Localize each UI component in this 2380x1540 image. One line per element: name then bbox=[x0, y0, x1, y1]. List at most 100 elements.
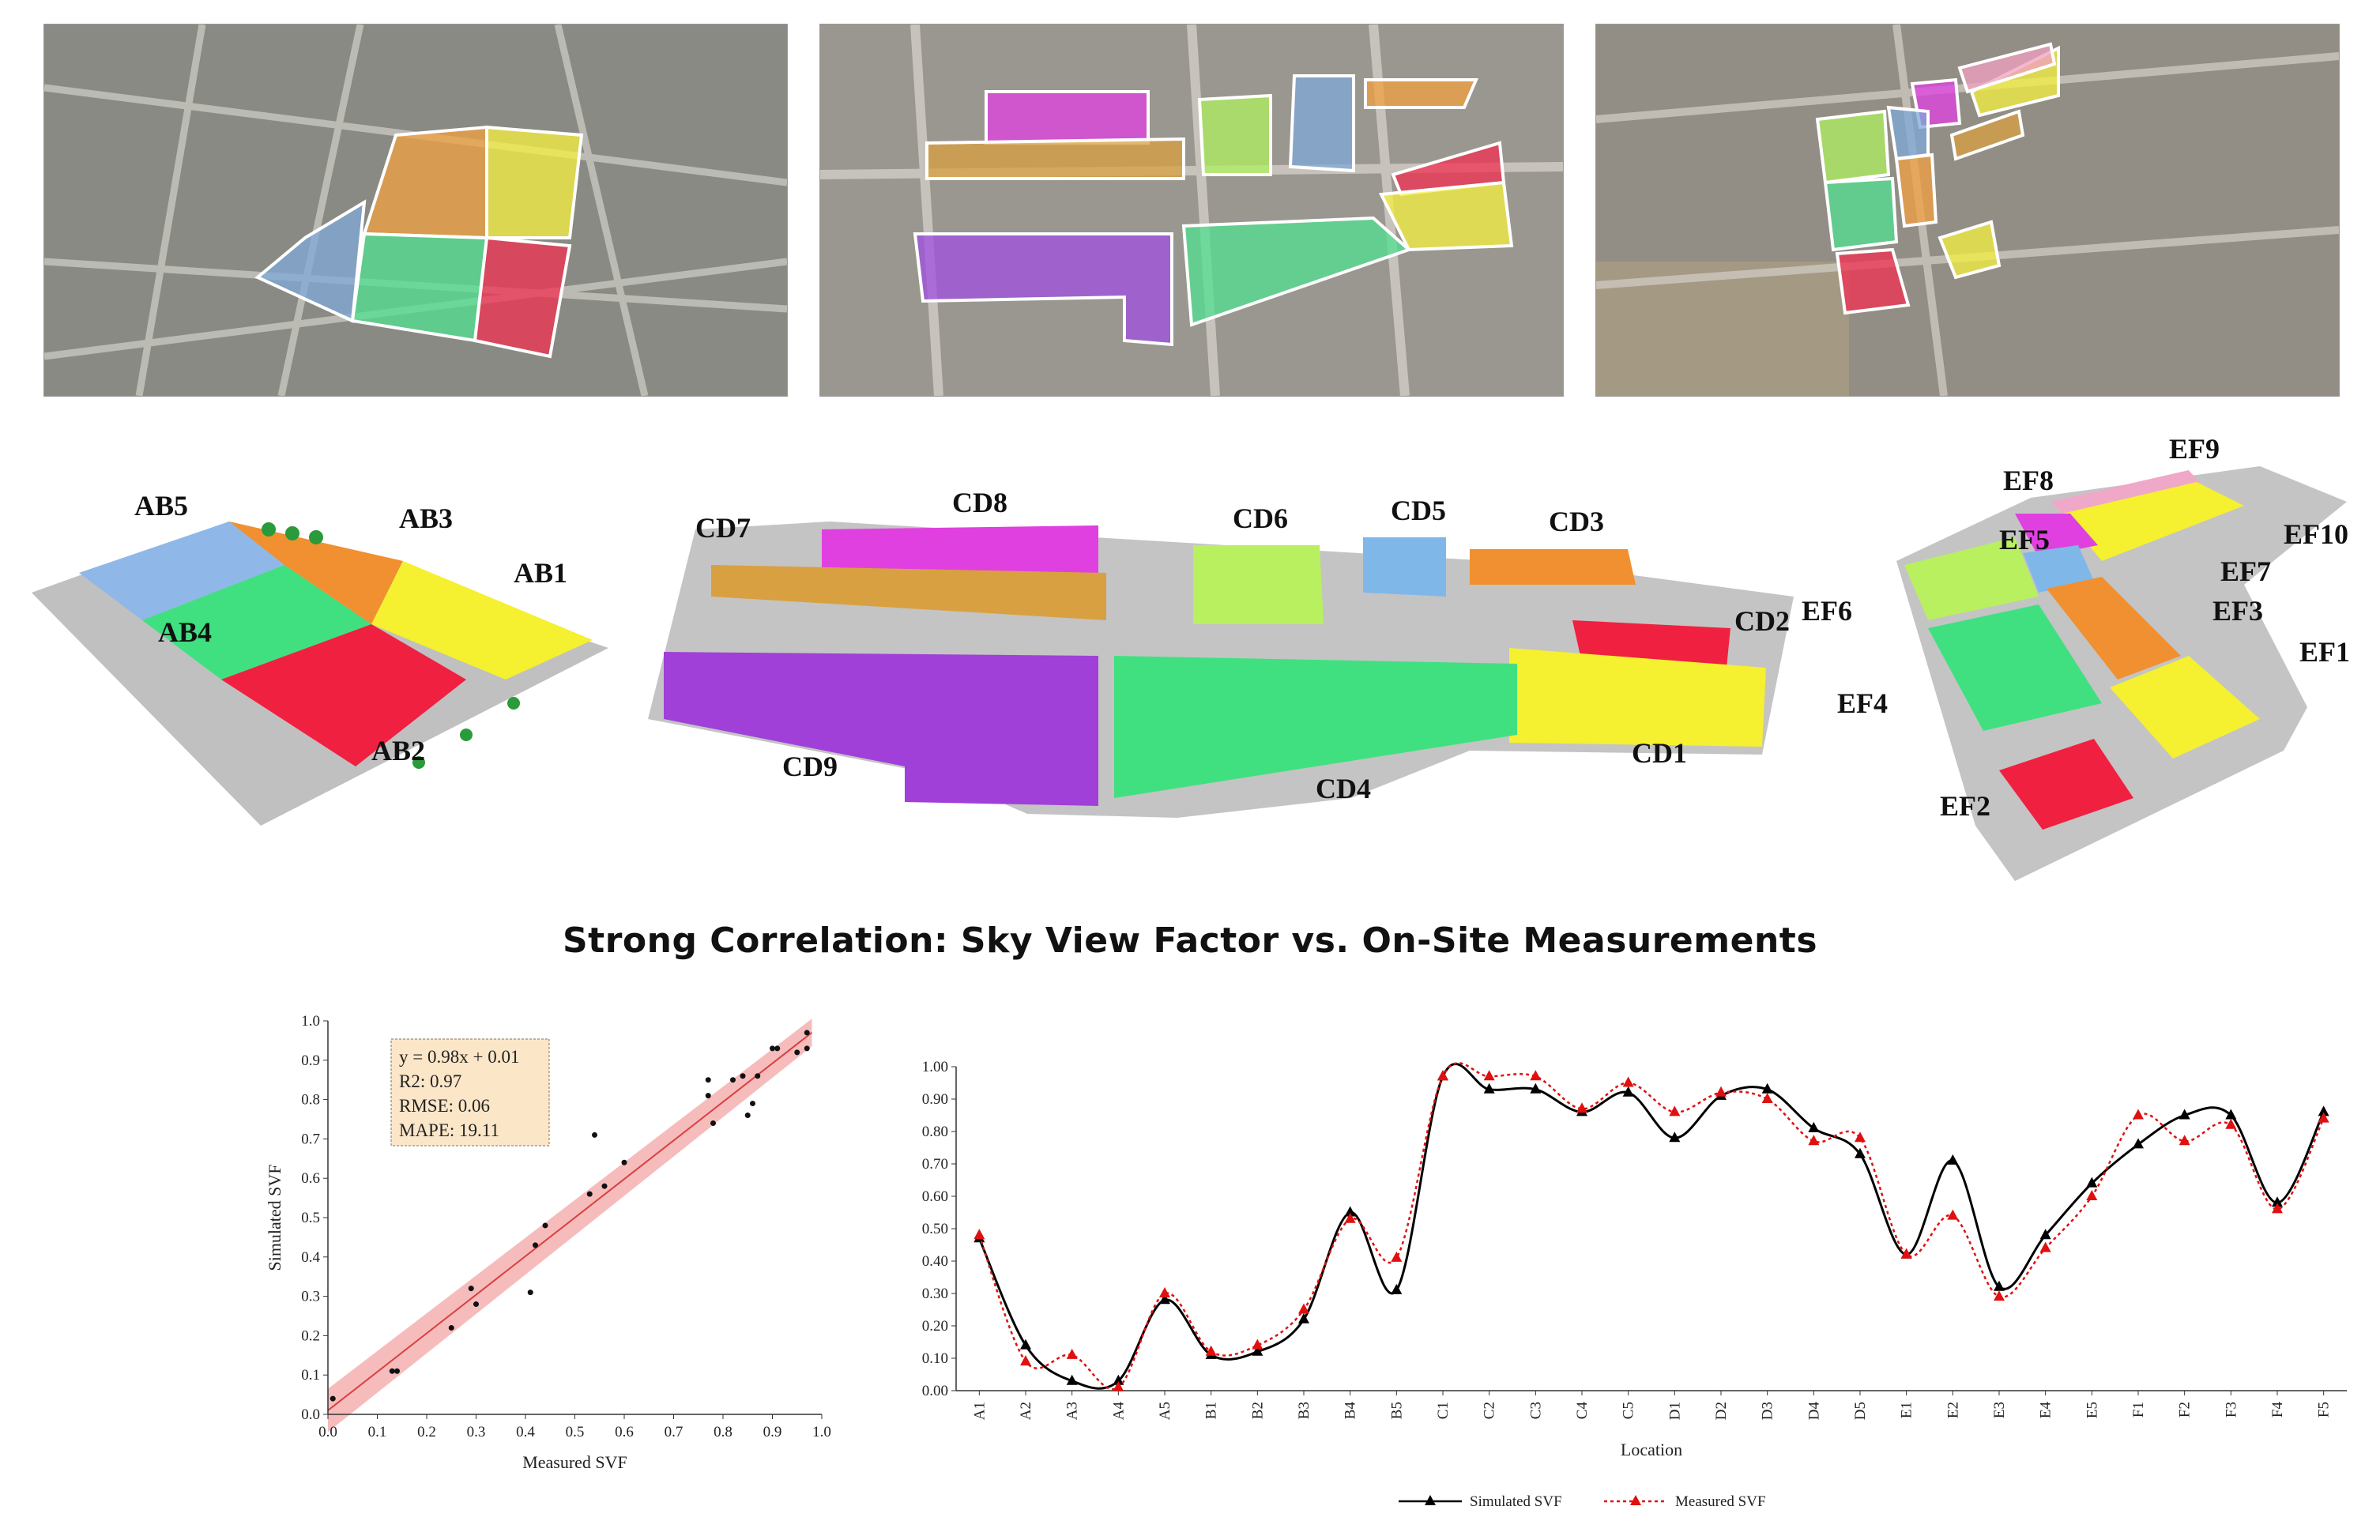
series-marker bbox=[2039, 1229, 2051, 1240]
zone-label: EF1 bbox=[2299, 636, 2350, 668]
zone-label: AB2 bbox=[371, 735, 425, 766]
scatter-point bbox=[389, 1368, 395, 1374]
x-tick-label: C1 bbox=[1435, 1402, 1452, 1419]
x-tick-label: B1 bbox=[1203, 1402, 1220, 1419]
x-tick-label: C2 bbox=[1482, 1402, 1498, 1419]
aerial-zone bbox=[1815, 109, 1891, 185]
series-marker bbox=[1622, 1076, 1634, 1087]
y-tick-label: 0.3 bbox=[301, 1289, 320, 1305]
scatter-point bbox=[621, 1159, 627, 1165]
zone-label: EF8 bbox=[2003, 465, 2054, 496]
aerial-zone bbox=[1938, 220, 2002, 280]
scatter-point bbox=[705, 1077, 711, 1083]
series-marker bbox=[1066, 1348, 1078, 1359]
x-tick-label: E3 bbox=[1991, 1402, 2008, 1418]
y-tick-label: 0.9 bbox=[301, 1052, 320, 1069]
x-tick-label: A4 bbox=[1110, 1402, 1127, 1421]
scatter-point bbox=[755, 1073, 761, 1079]
figure-title: Strong Correlation: Sky View Factor vs. … bbox=[562, 921, 1818, 961]
series-marker bbox=[1761, 1093, 1773, 1103]
series-marker bbox=[1437, 1070, 1448, 1081]
aerial-zone bbox=[1197, 93, 1272, 176]
scatter-point bbox=[804, 1030, 810, 1036]
series-marker bbox=[1947, 1209, 1959, 1220]
series-marker bbox=[2133, 1138, 2144, 1149]
zone-label: EF4 bbox=[1837, 687, 1888, 719]
zone-label: AB4 bbox=[158, 616, 212, 648]
x-tick-label: D1 bbox=[1666, 1402, 1683, 1420]
x-tick-label: B5 bbox=[1388, 1402, 1405, 1419]
zone-label: EF2 bbox=[1940, 790, 1990, 822]
aerial-zone bbox=[350, 232, 489, 343]
series-marker bbox=[1669, 1105, 1681, 1116]
series-marker bbox=[2318, 1112, 2329, 1123]
scatter-point bbox=[394, 1368, 400, 1374]
y-tick-label: 1.0 bbox=[301, 1013, 320, 1030]
x-tick-label: 0.3 bbox=[467, 1424, 486, 1440]
series-marker bbox=[2133, 1109, 2144, 1120]
zone-label: EF3 bbox=[2212, 595, 2263, 627]
x-tick-label: F5 bbox=[2316, 1402, 2333, 1418]
scatter-point bbox=[330, 1395, 336, 1402]
zone-label: CD5 bbox=[1391, 495, 1446, 526]
scatter-point bbox=[542, 1222, 548, 1229]
series-marker bbox=[2272, 1203, 2283, 1214]
x-tick-label: F4 bbox=[2269, 1402, 2286, 1418]
aerial-zone bbox=[1181, 216, 1412, 327]
series-marker bbox=[1669, 1131, 1681, 1143]
scatter-point bbox=[804, 1045, 810, 1052]
series-marker bbox=[1252, 1345, 1263, 1356]
aerial-image-cd bbox=[819, 24, 1564, 397]
legend-marker bbox=[1630, 1495, 1641, 1505]
aerial-zone bbox=[1364, 78, 1479, 109]
series-marker bbox=[1205, 1345, 1217, 1356]
series-marker bbox=[1298, 1303, 1309, 1314]
scatter-point bbox=[586, 1191, 593, 1197]
zone-label: AB3 bbox=[399, 503, 453, 534]
legend-marker bbox=[1425, 1495, 1436, 1505]
scatter-point bbox=[794, 1049, 800, 1056]
y-tick-label: 0.6 bbox=[301, 1170, 320, 1187]
x-tick-label: F3 bbox=[2223, 1402, 2239, 1418]
y-tick-label: 0.30 bbox=[922, 1286, 948, 1302]
x-tick-label: 0.1 bbox=[368, 1424, 387, 1440]
aerial-zone bbox=[913, 232, 1173, 347]
series-marker bbox=[2039, 1241, 2051, 1252]
series-marker bbox=[2179, 1109, 2190, 1120]
series-marker bbox=[1020, 1339, 1031, 1350]
x-tick-label: A1 bbox=[971, 1402, 988, 1420]
series-marker bbox=[1483, 1070, 1495, 1081]
y-tick-label: 0.0 bbox=[301, 1406, 320, 1423]
series-marker bbox=[1159, 1287, 1170, 1297]
zone-label: CD1 bbox=[1632, 737, 1687, 769]
series-line bbox=[977, 1063, 2325, 1390]
y-tick-label: 1.00 bbox=[922, 1059, 948, 1075]
aerial-zone bbox=[473, 235, 572, 359]
scatter-point bbox=[774, 1045, 781, 1052]
line-chart: 0.00 0.10 0.20 0.30 0.40 0.50 0.60 0.70 0.80 0.90… bbox=[877, 1035, 2363, 1525]
y-tick-label: 0.40 bbox=[922, 1253, 948, 1270]
model-ab: AB5 AB3 AB1 AB4 AB2 bbox=[24, 427, 624, 885]
zone-label: AB5 bbox=[134, 490, 188, 521]
x-tick-label: F1 bbox=[2130, 1402, 2147, 1418]
zone-label: EF10 bbox=[2284, 518, 2348, 550]
x-axis-title: Measured SVF bbox=[522, 1452, 627, 1472]
series-marker bbox=[1159, 1293, 1170, 1305]
series-marker bbox=[2225, 1109, 2237, 1120]
x-axis-title: Location bbox=[1621, 1440, 1682, 1459]
series-marker bbox=[1808, 1121, 1820, 1132]
stats-line: RMSE: 0.06 bbox=[399, 1096, 490, 1116]
series-marker bbox=[1113, 1374, 1124, 1385]
x-tick-label: D5 bbox=[1852, 1402, 1869, 1420]
aerial-image-ef bbox=[1595, 24, 2340, 397]
series-marker bbox=[1298, 1312, 1309, 1323]
x-tick-label: C4 bbox=[1574, 1402, 1591, 1420]
aerial-zone bbox=[485, 125, 584, 239]
aerial-zone bbox=[1949, 109, 2025, 161]
series-marker bbox=[1622, 1086, 1634, 1097]
x-tick-label: E2 bbox=[1945, 1402, 1961, 1418]
x-tick-label: 0.9 bbox=[763, 1424, 782, 1440]
y-tick-label: 0.70 bbox=[922, 1156, 948, 1173]
scatter-point bbox=[533, 1242, 538, 1248]
series-marker bbox=[1855, 1131, 1866, 1143]
